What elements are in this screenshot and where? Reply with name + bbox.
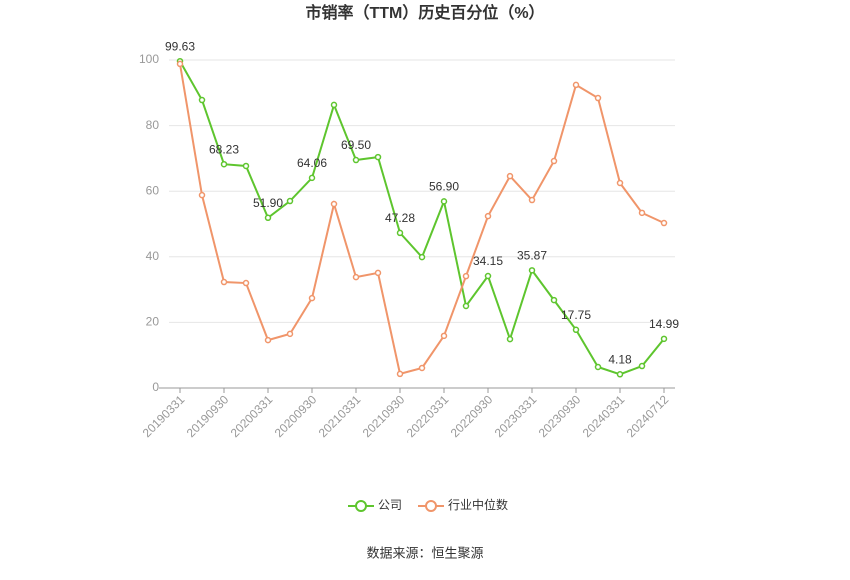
point: [286, 330, 294, 338]
x-tick-label: 20230331: [492, 392, 540, 440]
data-label: 4.18: [608, 352, 632, 366]
x-tick-label: 20230930: [536, 392, 584, 440]
y-tick-label: 20: [146, 315, 160, 329]
point: [176, 60, 184, 68]
point: [594, 363, 602, 371]
y-tick-label: 0: [152, 380, 159, 394]
point: [220, 278, 228, 286]
point: [638, 362, 646, 370]
legend-label: 行业中位数: [448, 497, 508, 512]
point: [352, 156, 360, 164]
point: [374, 153, 382, 161]
point: [418, 253, 426, 261]
point: [550, 296, 558, 304]
data-label: 47.28: [385, 211, 415, 225]
y-tick-label: 40: [146, 249, 160, 263]
point: [638, 209, 646, 217]
x-tick-label: 20200930: [272, 392, 320, 440]
chart-title: 市销率（TTM）历史百分位（%）: [305, 3, 544, 22]
point: [220, 160, 228, 168]
data-label: 64.06: [297, 156, 327, 170]
y-tick-label: 80: [146, 118, 160, 132]
x-tick-label: 20190331: [140, 392, 188, 440]
point: [308, 174, 316, 182]
data-label: 56.90: [429, 180, 459, 194]
point: [242, 279, 250, 287]
data-label: 34.15: [473, 254, 503, 268]
point: [506, 172, 514, 180]
point: [440, 332, 448, 340]
point: [462, 302, 470, 310]
x-tick-label: 20190930: [184, 392, 232, 440]
point: [440, 198, 448, 205]
point: [528, 196, 536, 204]
point: [396, 370, 404, 378]
point: [616, 371, 624, 378]
point: [198, 96, 206, 104]
y-tick-label: 100: [139, 52, 159, 66]
legend-marker: [425, 500, 437, 512]
x-tick-label: 20210930: [360, 392, 408, 440]
point: [330, 101, 338, 109]
x-tick-label: 20220930: [448, 392, 496, 440]
x-tick-label: 20210331: [316, 392, 364, 440]
series-line: [179, 63, 665, 376]
point: [572, 81, 580, 89]
point: [286, 197, 294, 205]
point: [660, 219, 668, 227]
point: [616, 179, 624, 187]
point: [374, 269, 382, 277]
point: [550, 157, 558, 165]
series-line: [179, 60, 665, 376]
point: [572, 326, 580, 334]
point: [462, 272, 470, 280]
data-label: 14.99: [649, 317, 679, 331]
point: [484, 212, 492, 220]
point: [396, 229, 404, 237]
point: [242, 162, 250, 170]
point: [264, 336, 272, 344]
data-label: 51.90: [253, 196, 283, 210]
point: [198, 191, 206, 199]
x-tick-label: 20200331: [228, 392, 276, 440]
source: 数据来源：恒生聚源: [366, 545, 483, 560]
point: [308, 294, 316, 302]
point: [264, 214, 272, 222]
data-label: 17.75: [561, 308, 591, 322]
data-label: 68.23: [209, 142, 239, 156]
point: [506, 335, 514, 343]
point: [352, 273, 360, 281]
point: [660, 335, 668, 343]
data-label: 69.50: [341, 138, 371, 152]
data-label: 99.63: [165, 39, 195, 53]
legend-marker: [355, 500, 367, 512]
y-tick-label: 60: [146, 183, 160, 197]
point: [330, 200, 338, 208]
point: [484, 272, 492, 280]
data-label: 35.87: [517, 249, 547, 263]
point: [418, 364, 426, 372]
x-tick-label: 20240331: [580, 392, 628, 440]
point: [528, 267, 536, 274]
x-tick-label: 20220331: [404, 392, 452, 440]
x-tick-label: 20240712: [624, 392, 672, 440]
legend-label: 公司: [378, 498, 402, 512]
point: [594, 94, 602, 102]
